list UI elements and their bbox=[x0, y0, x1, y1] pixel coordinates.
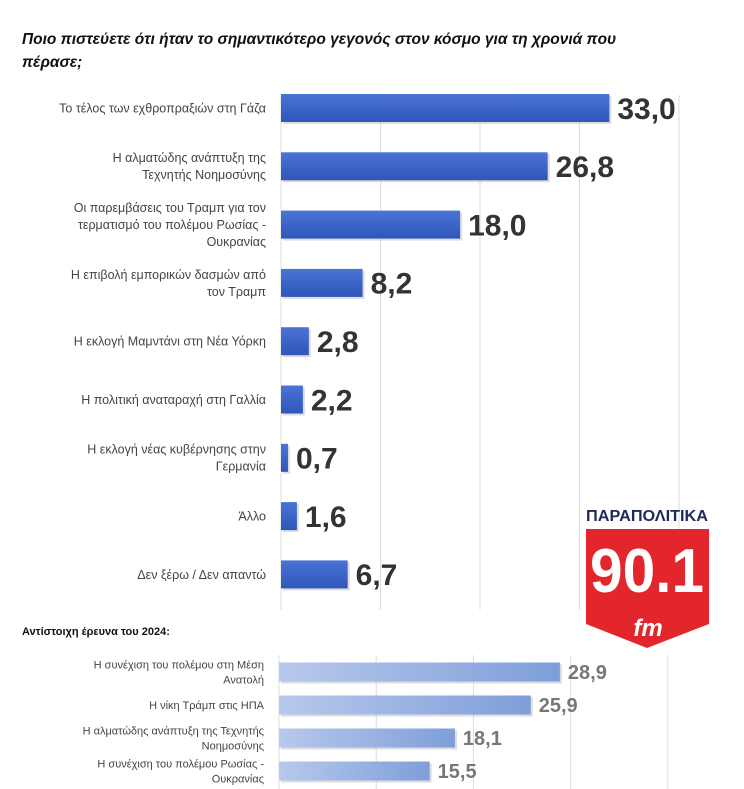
logo-frequency: 90.1 bbox=[590, 537, 704, 606]
category-label: Η νίκη Τράμπ στις ΗΠΑ bbox=[149, 700, 265, 712]
logo-shield bbox=[586, 529, 709, 648]
bar bbox=[281, 560, 348, 589]
bar bbox=[281, 94, 610, 122]
bar bbox=[279, 695, 531, 715]
category-label: Το τέλος των εχθροπραξιών στη Γάζα bbox=[59, 101, 266, 115]
bar bbox=[279, 761, 430, 781]
logo-band: fm bbox=[633, 615, 662, 642]
category-label: Η συνέχιση του πολέμου Ρωσίας -Ουκρανίας bbox=[97, 758, 264, 785]
bar bbox=[279, 728, 455, 748]
bar bbox=[281, 268, 363, 297]
bar bbox=[281, 152, 548, 181]
category-label: Άλλο bbox=[238, 509, 266, 523]
logo-brand: ΠΑΡΑΠΟΛΙΤΙΚΑ bbox=[586, 508, 708, 525]
bar bbox=[281, 443, 288, 472]
data-label: 33,0 bbox=[617, 93, 675, 126]
bar bbox=[281, 385, 303, 414]
category-label: Η εκλογή Μαμντάνι στη Νέα Υόρκη bbox=[74, 335, 266, 349]
category-label: Η εκλογή νέας κυβέρνησης στην Γερμανία bbox=[87, 443, 266, 474]
bar bbox=[281, 502, 297, 531]
data-label: 1,6 bbox=[305, 501, 347, 534]
category-label: Η συνέχιση του πολέμου στη Μέση Ανατολή bbox=[94, 659, 264, 686]
chart-title: Ποιο πιστεύετε ότι ήταν το σημαντικότερο… bbox=[22, 31, 617, 71]
data-label: 18,0 bbox=[468, 209, 526, 242]
category-label: Δεν ξέρω / Δεν απαντώ bbox=[137, 568, 266, 582]
category-label: Η επιβολή εμπορικών δασμών από τον Τραμπ bbox=[71, 268, 266, 299]
category-label: Η αλματώδης ανάπτυξη της Τεχνητής Νοημοσύ… bbox=[83, 725, 264, 752]
data-label: 2,8 bbox=[317, 326, 359, 359]
data-label: 25,9 bbox=[539, 695, 578, 717]
data-label: 8,2 bbox=[371, 268, 413, 301]
bar bbox=[279, 662, 560, 682]
data-label: 26,8 bbox=[556, 151, 614, 184]
data-label: 15,5 bbox=[438, 761, 477, 783]
category-label: Η αλματώδης ανάπτυξη της Τεχνητής Νοημοσύ… bbox=[113, 151, 266, 182]
data-label: 0,7 bbox=[296, 443, 338, 476]
data-label: 28,9 bbox=[568, 662, 607, 684]
data-label: 6,7 bbox=[356, 559, 398, 592]
data-label: 18,1 bbox=[463, 728, 502, 750]
bar bbox=[281, 210, 461, 239]
bar bbox=[281, 327, 309, 356]
comparison-title: Αντίστοιχη έρευνα του 2024: bbox=[22, 626, 170, 638]
category-label: Η πολιτική αναταραχή στη Γαλλία bbox=[81, 393, 266, 407]
category-label: Οι παρεμβάσεις του Τραμπ για τον τερματισ… bbox=[74, 201, 266, 249]
data-label: 2,2 bbox=[311, 384, 353, 417]
parapolitika-logo: ΠΑΡΑΠΟΛΙΤΙΚΑ 90.1 fm bbox=[586, 508, 709, 648]
